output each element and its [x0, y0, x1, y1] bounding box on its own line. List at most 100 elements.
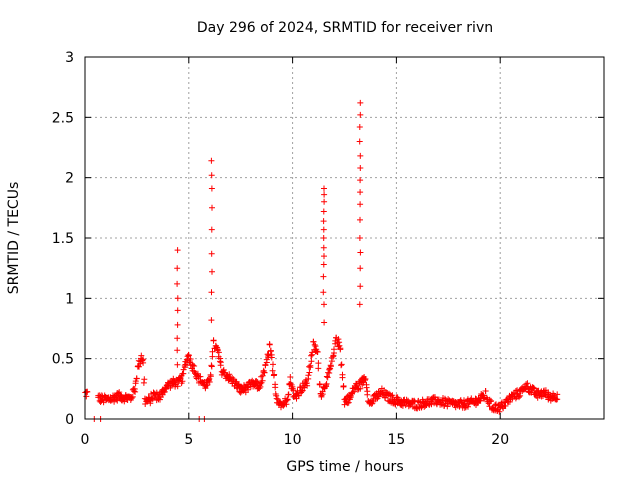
data-point [208, 157, 215, 164]
data-point [339, 371, 346, 378]
data-point [319, 388, 326, 395]
y-tick-label: 1 [65, 291, 74, 307]
data-point [299, 388, 306, 395]
data-point [336, 342, 343, 349]
data-point [269, 367, 276, 374]
plot-frame [84, 56, 605, 420]
data-point [356, 235, 363, 241]
data-point [321, 253, 327, 260]
data-point [320, 208, 327, 215]
data-point [320, 261, 327, 268]
data-point [200, 379, 207, 386]
data-point [315, 365, 322, 372]
y-tick-label: 2.5 [52, 110, 74, 126]
data-point [357, 165, 364, 171]
data-point [364, 391, 371, 398]
data-point [208, 226, 215, 233]
data-point [174, 280, 181, 287]
data-point [321, 384, 328, 391]
data-point [267, 347, 274, 354]
data-point [174, 335, 181, 342]
data-point [338, 362, 345, 369]
data-point [206, 379, 213, 385]
data-point [496, 408, 503, 415]
data-point [357, 99, 364, 106]
data-point [517, 392, 524, 399]
data-point [314, 349, 321, 355]
data-point [357, 249, 364, 256]
data-point [306, 369, 313, 376]
data-point [128, 395, 135, 402]
grid-lines [85, 57, 604, 419]
data-point [321, 198, 328, 205]
data-point [174, 321, 181, 328]
y-tick-label: 1.5 [52, 231, 74, 247]
data-point [271, 371, 278, 378]
data-point [209, 348, 216, 355]
data-point [229, 374, 236, 381]
data-point [210, 337, 217, 344]
data-point [185, 351, 192, 358]
data-point [139, 357, 146, 364]
data-point [208, 363, 215, 370]
data-point [129, 393, 136, 400]
data-point [554, 396, 561, 403]
data-point [215, 349, 222, 356]
data-point [321, 191, 328, 198]
data-point [189, 362, 196, 369]
data-point [327, 362, 334, 369]
data-point [179, 378, 186, 385]
data-point [357, 216, 363, 223]
data-point [389, 392, 396, 399]
data-point [290, 387, 297, 394]
data-point [209, 204, 215, 211]
data-point [308, 358, 315, 365]
x-tick-label: 10 [284, 432, 302, 448]
data-point [357, 189, 364, 196]
data-point [320, 218, 327, 225]
x-tick-label: 5 [184, 432, 193, 448]
data-point [83, 393, 90, 400]
data-point [209, 268, 215, 275]
data-point [272, 384, 279, 391]
y-tick-label: 0 [65, 412, 74, 428]
y-tick-label: 0.5 [52, 352, 74, 368]
data-point [357, 385, 364, 392]
data-point [283, 401, 290, 408]
data-point [338, 361, 345, 368]
data-point [340, 383, 347, 389]
data-point [287, 374, 294, 380]
data-point [482, 388, 489, 394]
data-point [174, 361, 181, 368]
data-point [323, 382, 329, 389]
data-point [320, 235, 327, 241]
data-point [174, 307, 181, 314]
data-point [284, 396, 291, 403]
data-points [82, 99, 561, 422]
data-point [140, 356, 147, 363]
data-point [307, 362, 314, 369]
data-point [320, 244, 327, 251]
y-axis-label: SRMTID / TECUs [6, 182, 22, 295]
y-tick-label: 2 [65, 171, 74, 187]
data-point [174, 265, 181, 272]
data-point [357, 265, 364, 272]
data-point [320, 273, 327, 280]
x-tick-label: 0 [81, 432, 90, 448]
data-point [312, 343, 319, 350]
data-point [305, 375, 312, 382]
data-point [265, 352, 272, 359]
data-point [132, 388, 139, 395]
data-point [315, 360, 322, 367]
data-point [208, 185, 215, 192]
y-tick-label: 3 [65, 50, 74, 66]
data-point [303, 380, 310, 387]
data-point [272, 391, 279, 397]
data-point [220, 366, 227, 373]
data-point [311, 341, 318, 348]
data-point [116, 389, 123, 396]
data-point [530, 384, 537, 391]
plot-border [84, 56, 605, 420]
x-axis-label: GPS time / hours [286, 459, 403, 475]
